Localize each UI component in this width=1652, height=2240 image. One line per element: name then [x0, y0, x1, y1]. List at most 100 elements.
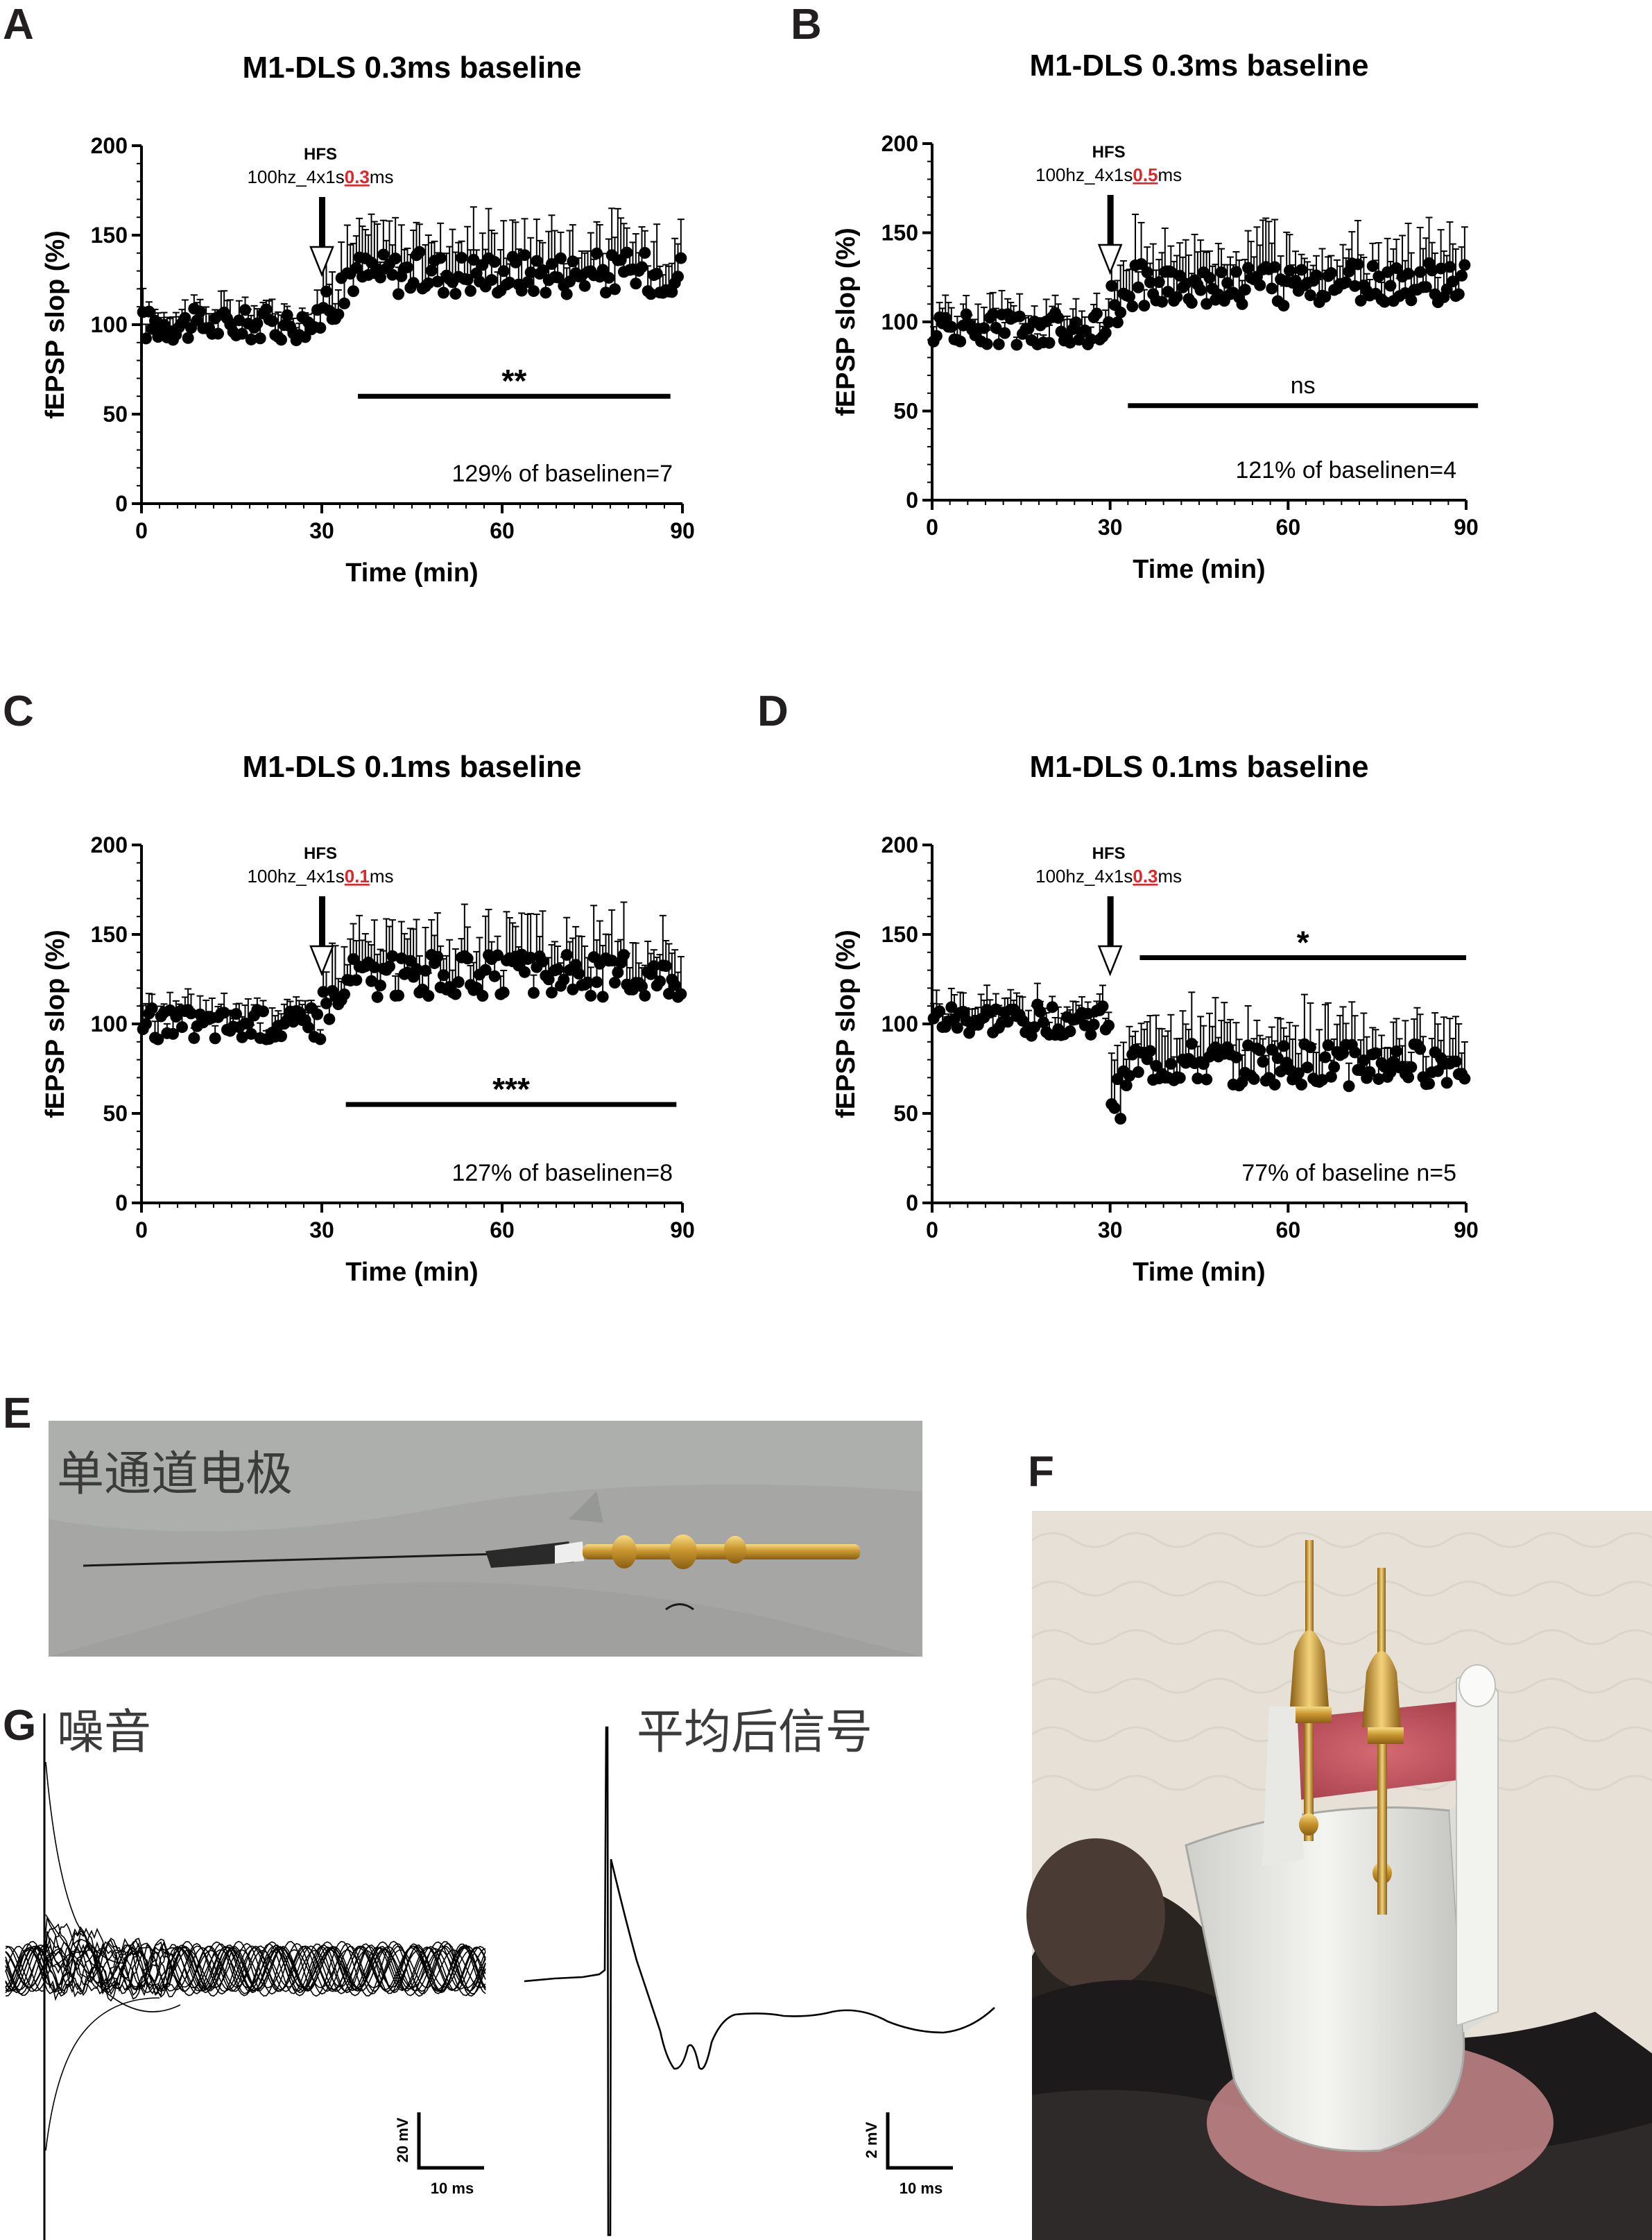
data-point — [140, 332, 152, 345]
scale-bar-left — [417, 2112, 484, 2170]
data-point — [1120, 1079, 1133, 1092]
data-point — [1108, 1102, 1121, 1114]
hfs-protocol-unit: ms — [370, 166, 394, 187]
data-point — [1201, 298, 1213, 310]
hfs-protocol-prefix: 100hz_4x1s — [1035, 866, 1133, 887]
average-caption: 平均后信号 — [637, 1705, 872, 1760]
data-point — [1443, 261, 1456, 273]
data-point — [651, 268, 663, 280]
chart-panel-a: M1-DLS 0.3ms baseline 0 50 100 150 200 0 30 60 90… — [41, 51, 695, 588]
data-point — [1414, 1043, 1427, 1055]
x-axis-label: Time (min) — [1133, 555, 1265, 584]
data-point — [1194, 284, 1207, 296]
data-point — [413, 246, 426, 258]
data-point — [618, 948, 630, 961]
hfs-protocol-prefix: 100hz_4x1s — [247, 166, 344, 187]
data-point — [1405, 294, 1418, 307]
data-point — [1268, 1079, 1281, 1091]
data-point — [1115, 1113, 1127, 1125]
data-point — [386, 268, 399, 281]
data-point — [1440, 1077, 1453, 1089]
data-point — [492, 949, 504, 961]
data-point — [981, 338, 993, 350]
data-point — [1069, 316, 1082, 329]
data-point — [1420, 281, 1432, 293]
scale-left-x-label: 10 ms — [431, 2180, 474, 2197]
y-tick-label: 100 — [91, 1011, 128, 1036]
data-point — [1373, 271, 1385, 283]
data-point — [573, 968, 585, 980]
data-point — [1156, 296, 1169, 308]
data-point — [438, 287, 449, 299]
noise-caption: 噪音 — [57, 1705, 151, 1760]
data-point — [1277, 1040, 1290, 1052]
data-point — [1185, 1038, 1198, 1050]
hfs-arrow-head — [1097, 243, 1123, 275]
data-point — [449, 988, 462, 1000]
x-tick-label: 30 — [1098, 515, 1123, 540]
data-point — [1046, 1001, 1058, 1014]
data-point — [449, 287, 462, 300]
y-tick-label: 200 — [881, 131, 918, 156]
y-tick-label: 50 — [103, 1101, 128, 1126]
data-point — [1064, 1025, 1076, 1038]
x-tick-label: 90 — [1454, 515, 1479, 540]
data-point — [1378, 296, 1391, 308]
data-point — [524, 951, 537, 964]
data-point — [1328, 1061, 1341, 1073]
data-point — [1105, 280, 1118, 292]
data-point — [636, 261, 648, 273]
data-point — [663, 987, 675, 1000]
data-point — [182, 332, 194, 344]
summary-note: 127% of baselinen=8 — [451, 1160, 673, 1186]
y-tick-label: 0 — [906, 488, 918, 513]
data-point — [1414, 266, 1427, 278]
data-point — [275, 1030, 287, 1043]
data-point — [212, 327, 224, 340]
summary-note: 121% of baselinen=4 — [1235, 457, 1456, 484]
data-point — [1459, 259, 1471, 271]
data-point — [1304, 289, 1316, 302]
scale-bar-right — [886, 2112, 953, 2170]
noise-trace — [5, 1922, 486, 1992]
hfs-protocol: 100hz_4x1s0.3ms — [247, 166, 393, 187]
data-point — [522, 276, 534, 289]
hfs-arrow-shaft — [1107, 195, 1114, 246]
data-point — [654, 975, 666, 988]
data-point — [1215, 266, 1228, 278]
data-point — [365, 975, 377, 987]
panel-label-f: F — [1028, 1448, 1054, 1496]
data-point — [422, 277, 435, 289]
data-point — [386, 950, 399, 962]
data-point — [1319, 1051, 1332, 1063]
data-point — [254, 332, 266, 345]
summary-percent: 121% of baseline — [1235, 457, 1416, 484]
data-point — [560, 949, 573, 961]
x-tick-label: 0 — [926, 1217, 938, 1242]
data-point — [1103, 316, 1115, 328]
y-tick-label: 200 — [91, 133, 128, 158]
data-point — [585, 989, 597, 1002]
data-point — [452, 976, 465, 989]
data-point — [422, 990, 435, 1002]
scale-right-y-label: 2 mV — [863, 2121, 880, 2158]
data-point — [1138, 300, 1151, 312]
chart-title: M1-DLS 0.3ms baseline — [242, 51, 581, 85]
data-point — [384, 960, 395, 973]
data-point — [666, 286, 678, 298]
y-tick-label: 150 — [881, 221, 918, 246]
data-point — [1296, 1079, 1308, 1091]
hfs-protocol-duration: 0.1 — [345, 866, 370, 887]
data-point — [1283, 264, 1296, 277]
y-tick-label: 100 — [881, 309, 918, 334]
data-point — [1132, 281, 1144, 293]
data-point — [1248, 1072, 1260, 1085]
noise-trace — [5, 1927, 486, 1993]
data-point — [645, 288, 657, 300]
data-point — [1390, 262, 1402, 275]
noise-transient — [45, 1761, 126, 1964]
data-point — [1078, 1019, 1091, 1032]
data-point — [167, 1027, 179, 1040]
hfs-label: HFS — [1092, 844, 1126, 863]
data-point — [612, 966, 624, 979]
